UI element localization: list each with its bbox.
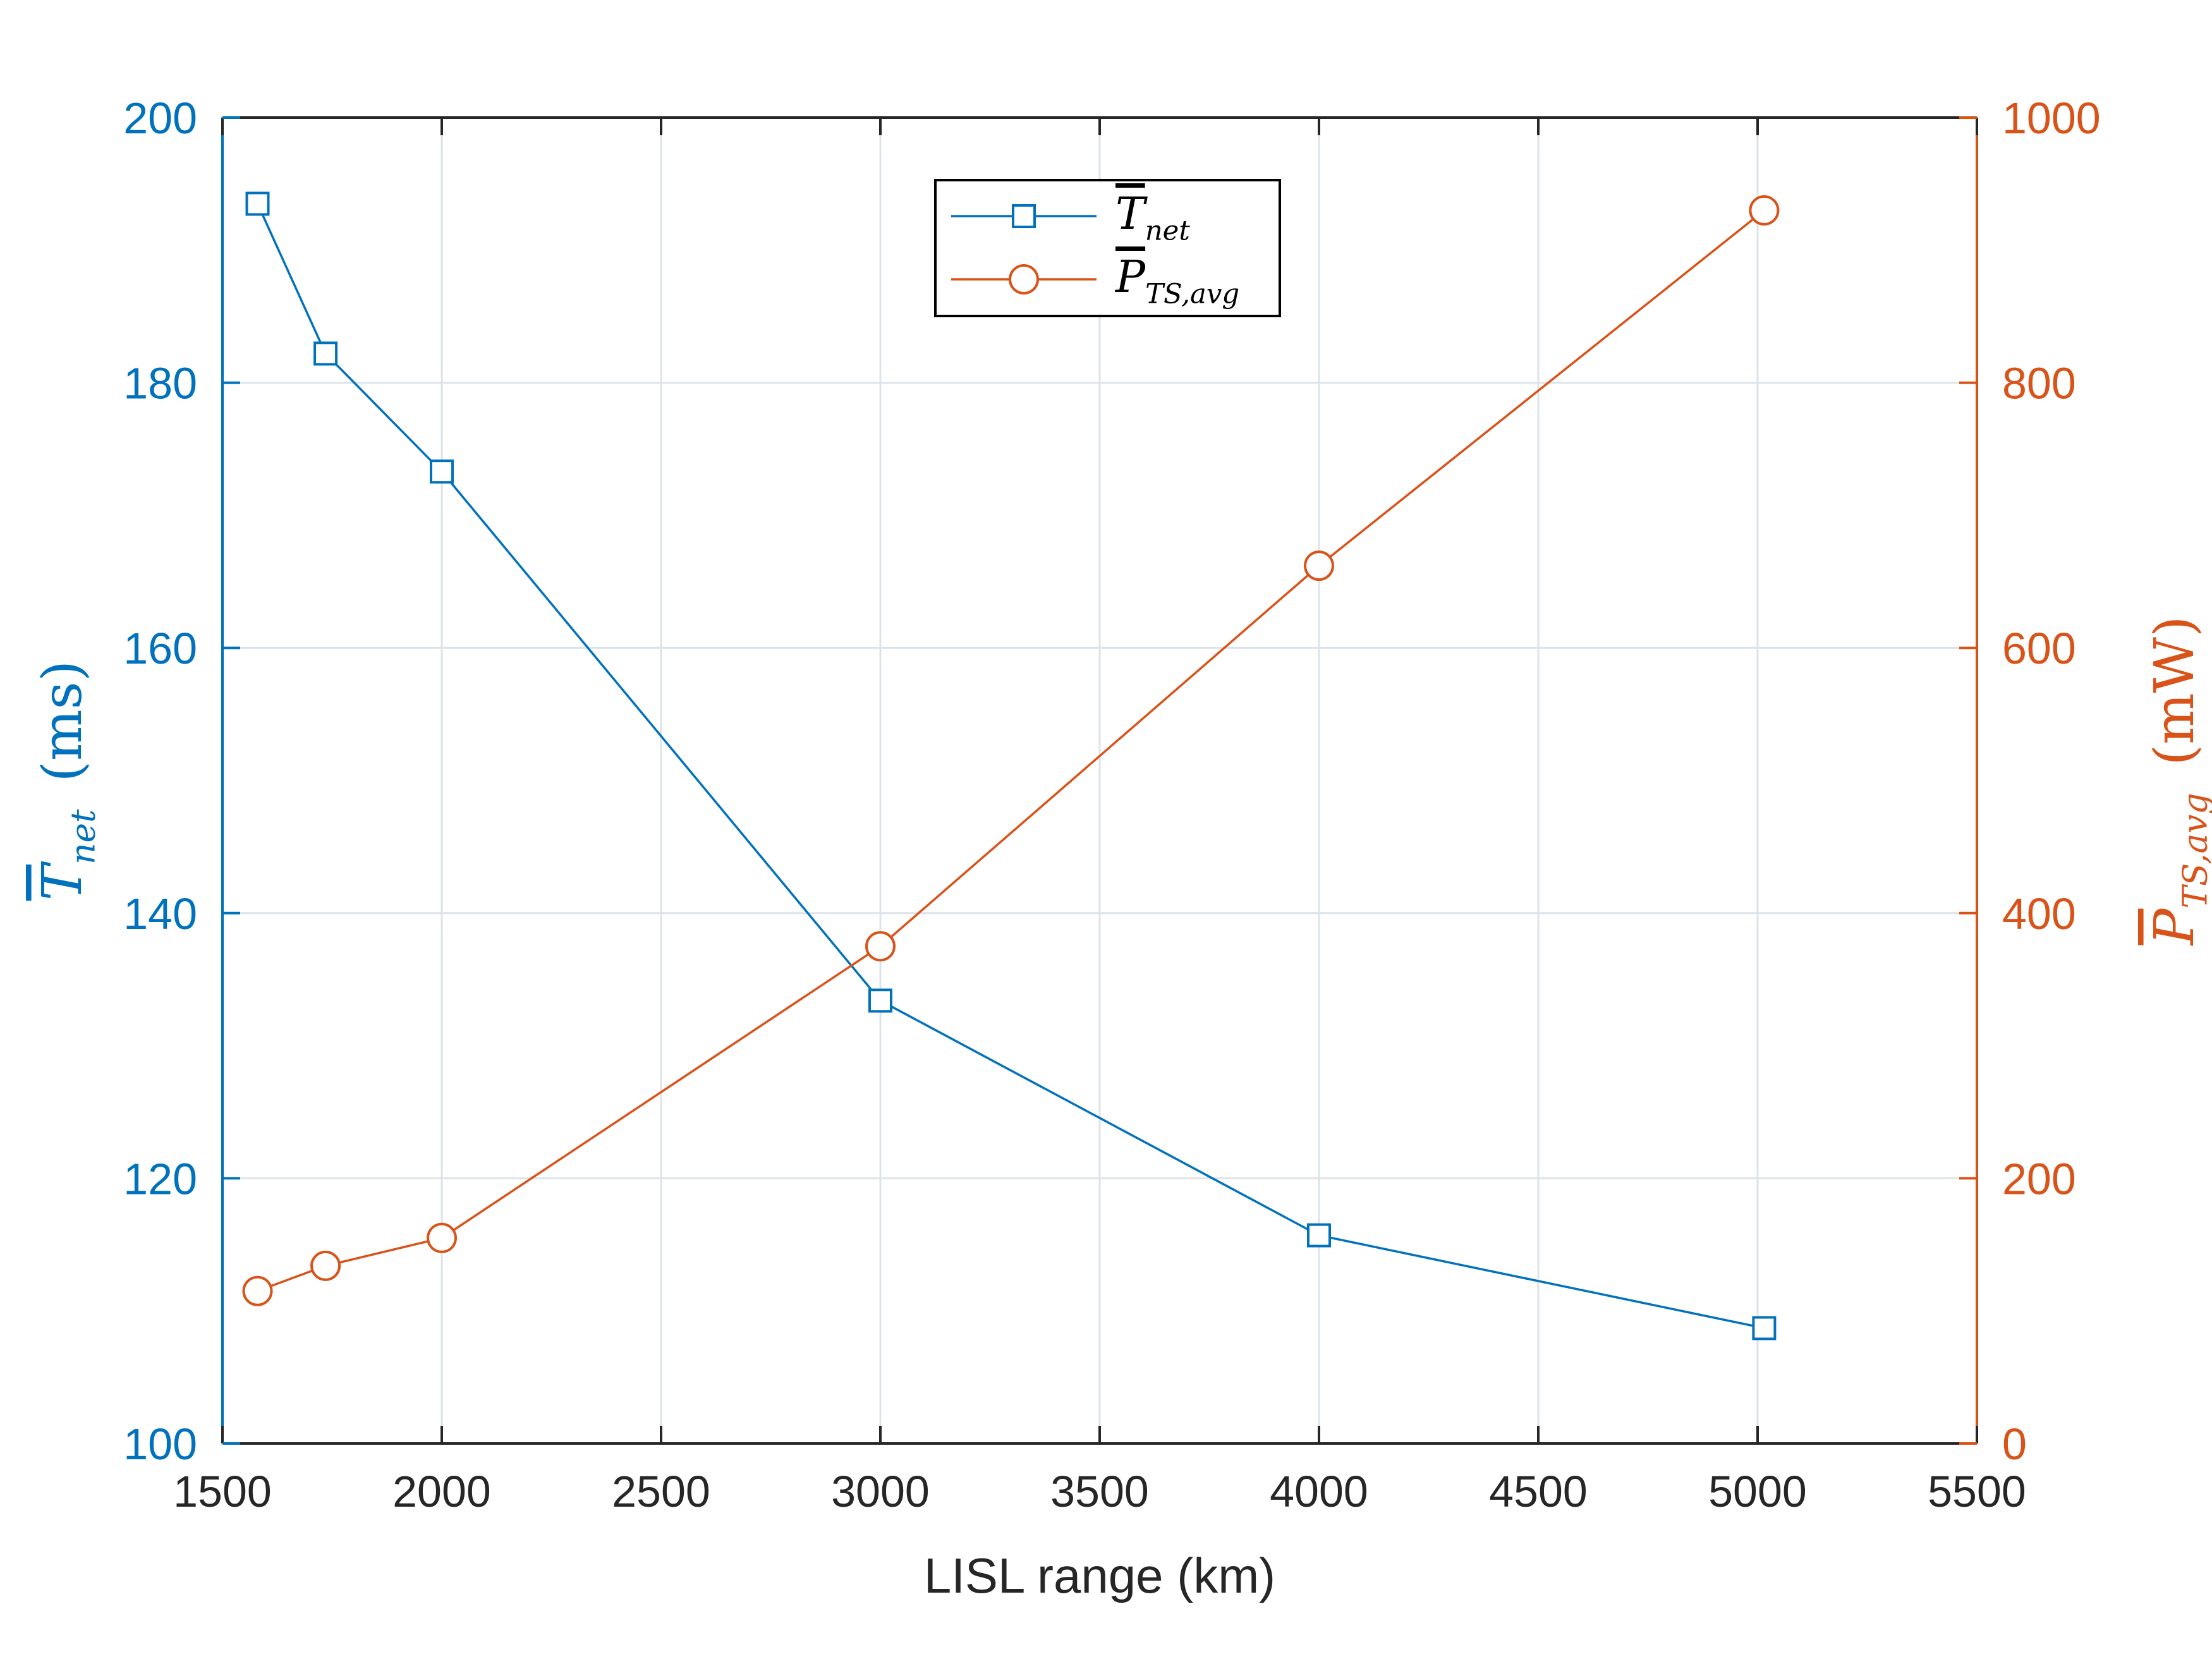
right-y-tick-label: 800 — [2002, 359, 2076, 408]
data-point-circle — [427, 1222, 457, 1253]
axes-layer — [221, 116, 1978, 1445]
left-y-tick-label: 140 — [123, 889, 197, 939]
right-y-tick-label: 400 — [2002, 889, 2076, 939]
right-y-tick-label: 200 — [2002, 1154, 2076, 1203]
data-point-circle — [310, 1250, 341, 1281]
left-y-axis-title-subscript: net — [64, 809, 103, 865]
right-y-axis-title: PTS,avg (mW) — [2143, 616, 2212, 946]
right-y-axis-title-subscript: TS,avg — [2176, 793, 2212, 909]
left-y-tick-label: 100 — [123, 1419, 197, 1469]
labels-layer: 1500 2000 2500 3000 3500 4000 4500 5000 55001001… — [31, 94, 2212, 1603]
right-y-tick-label: 0 — [2002, 1419, 2027, 1469]
x-tick-label: 2000 — [392, 1467, 491, 1516]
grid-lines — [222, 118, 1977, 1443]
data-point-circle — [1304, 550, 1334, 581]
legend-label-0: Tnet — [1115, 188, 1190, 247]
left-y-tick-label: 180 — [123, 359, 197, 408]
data-point-circle — [865, 931, 896, 962]
legend-label-0-symbol: T — [1115, 188, 1148, 240]
left-y-tick-label: 160 — [123, 624, 197, 673]
x-tick-label: 4500 — [1489, 1467, 1588, 1516]
data-point-square — [1307, 1223, 1331, 1248]
data-point-square — [430, 459, 454, 484]
x-tick-label: 3000 — [831, 1467, 930, 1516]
right-y-axis-title-symbol: P — [2143, 908, 2206, 947]
left-y-axis-title-unit: (ms) — [31, 660, 94, 810]
data-point-square — [868, 988, 892, 1013]
data-point-square — [245, 191, 270, 216]
left-y-tick-label: 120 — [123, 1154, 197, 1203]
left-y-tick-label: 200 — [123, 94, 197, 143]
data-point-circle — [242, 1275, 273, 1306]
data-point-square — [313, 341, 338, 366]
right-y-tick-label: 600 — [2002, 624, 2076, 673]
series-layer — [242, 191, 1780, 1340]
x-tick-label: 5000 — [1708, 1467, 1807, 1516]
x-axis-title: LISL range (km) — [924, 1548, 1275, 1603]
x-tick-label: 1500 — [173, 1467, 272, 1516]
legend-box — [934, 179, 1281, 317]
x-tick-label: 5500 — [1928, 1467, 2026, 1516]
data-point-square — [1752, 1316, 1777, 1340]
x-tick-label: 2500 — [612, 1467, 710, 1516]
series-line-0 — [256, 203, 1765, 1330]
right-y-tick-label: 1000 — [2002, 94, 2101, 143]
legend-label-0-subscript: net — [1145, 216, 1191, 247]
left-y-axis-title: Tnet (ms) — [31, 660, 103, 901]
legend-marker-circle — [1009, 264, 1039, 295]
right-y-axis-title-unit: (mW) — [2143, 616, 2206, 793]
legend-label-1-symbol: P — [1114, 251, 1146, 303]
x-tick-label: 3500 — [1050, 1467, 1149, 1516]
data-point-circle — [1749, 195, 1780, 226]
legend-label-1-subscript: TS,avg — [1145, 279, 1239, 310]
legend-label-1: PTS,avg — [1114, 251, 1239, 310]
left-y-axis-title-symbol: T — [31, 861, 94, 901]
x-tick-label: 4000 — [1270, 1467, 1368, 1516]
legend-marker-square — [1012, 204, 1036, 228]
